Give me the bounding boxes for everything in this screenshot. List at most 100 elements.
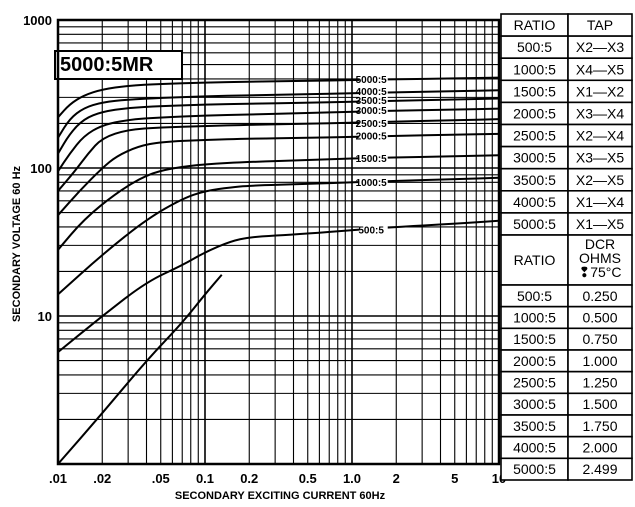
- curve-label-background: [359, 153, 388, 164]
- y-tick-label: 1000: [23, 13, 52, 28]
- dcr-ohms-cell-text: 0.250: [582, 288, 617, 304]
- dcr-ratio-cell-text: 500:5: [517, 288, 552, 304]
- x-axis-title: SECONDARY EXCITING CURRENT 60Hz: [175, 490, 386, 502]
- dcr-ohms-cell-text: 1.250: [582, 375, 617, 391]
- dcr-ratio-cell: 500:5: [500, 284, 569, 308]
- dcr-ohms-cell: 1.000: [567, 349, 633, 373]
- tap-tap-cell-text: X3—X5: [576, 150, 624, 166]
- curve-label: 4000:5: [356, 87, 388, 98]
- x-tick-label: .02: [93, 471, 111, 486]
- tap-ratio-cell-text: 2000:5: [513, 105, 556, 121]
- dcr-ohms-cell-text: 1.500: [582, 396, 617, 412]
- tap-ratio-cell: 5000:5: [500, 212, 569, 236]
- curve-label: 2500:5: [356, 119, 388, 130]
- y-tick-labels: 10 100 1000: [23, 13, 52, 324]
- tap-ratio-cell: 3500:5: [500, 167, 569, 192]
- chart-title: 5000:5MR: [60, 54, 154, 76]
- tap-tap-cell: X1—X2: [567, 79, 633, 104]
- curve-label: 1500:5: [356, 154, 388, 165]
- excitation-curves: [57, 76, 500, 465]
- dcr-ratio-cell: 3000:5: [500, 392, 569, 416]
- dcr-ohms-cell-border: [567, 457, 633, 481]
- tap-ratio-cell-text: 500:5: [517, 39, 552, 55]
- tap-tap-cell: X3—X4: [567, 101, 633, 126]
- curve-label: 3500:5: [356, 96, 388, 107]
- tap-ratio-cell-text: 4000:5: [513, 194, 556, 210]
- tap-tap-cell: X3—X5: [567, 145, 633, 170]
- x-tick-label: 0.1: [196, 471, 214, 486]
- dcr-header-ratio-border: [500, 234, 569, 286]
- tap-ratio-cell-text: 3000:5: [513, 150, 556, 166]
- tap-tap-cell: X4—X5: [567, 57, 633, 82]
- tap-ratio-cell: 1500:5: [500, 79, 569, 104]
- x-tick-label: .05: [152, 471, 170, 486]
- dcr-ohms-cell: 2.499: [567, 457, 633, 481]
- tap-tap-cell: X2—X5: [567, 167, 633, 192]
- tap-header-tap-text: TAP: [587, 17, 613, 33]
- curve-label-background: [359, 74, 388, 140]
- dcr-ohms-cell: 0.250: [567, 284, 633, 308]
- curve-500-5: [57, 219, 500, 353]
- tap-tap-cell-text: X2—X4: [576, 128, 624, 144]
- dcr-ratio-cell: 5000:5: [500, 457, 569, 481]
- tap-ratio-cell: 2000:5: [500, 101, 569, 126]
- tap-tap-cell-text: X1—X4: [576, 194, 624, 210]
- dcr-ohms-cell-text: 1.750: [582, 418, 617, 434]
- dcr-header-ratio-text: RATIO: [514, 252, 556, 268]
- tap-ratio-cell: 3000:5: [500, 145, 569, 170]
- dcr-ratio-cell-text: 1000:5: [513, 310, 556, 326]
- x-tick-label: 2: [393, 471, 400, 486]
- dcr-header-line: ❢75°C: [578, 264, 621, 280]
- dcr-ratio-cell-text: 1500:5: [513, 331, 556, 347]
- dcr-ohms-cell-text: 1.000: [582, 353, 617, 369]
- tap-header-tap: TAP: [567, 13, 633, 37]
- curve-label-background: [359, 177, 388, 188]
- dcr-ratio-cell: 2500:5: [500, 370, 569, 395]
- dcr-ohms-cell-text: 0.500: [582, 310, 617, 326]
- tap-tap-cell: X1—X4: [567, 190, 633, 214]
- curve-label: 5000:5: [356, 75, 388, 86]
- tap-ratio-cell-text: 3500:5: [513, 172, 556, 188]
- tap-ratio-cell: 4000:5: [500, 190, 569, 214]
- tap-tap-cell-text: X2—X3: [576, 39, 624, 55]
- curve-3500-5: [57, 97, 500, 155]
- tap-ratio-cell-text: 1500:5: [513, 83, 556, 99]
- x-tick-labels: .01.02.05 0.1 0.2 0.5 1.0 2 5 10: [49, 471, 506, 486]
- dcr-ratio-cell-text: 4000:5: [513, 440, 556, 456]
- tap-tap-cell: X2—X3: [567, 35, 633, 59]
- tap-tap-cell: X1—X5: [567, 212, 633, 236]
- plot-frame: [56, 18, 501, 466]
- curve-label: 500:5: [358, 226, 384, 237]
- dcr-ohms-cell: 0.750: [567, 327, 633, 351]
- dcr-ohms-cell: 2.000: [567, 435, 633, 460]
- x-tick-label: 0.5: [299, 471, 317, 486]
- tap-table: RATIO TAP 500:5 X2—X3 1000:5 X4—X5 1500:5 X1—X2…: [500, 13, 633, 236]
- dcr-header-ratio: RATIO: [500, 234, 569, 286]
- dcr-ohms-cell: 0.500: [567, 305, 633, 330]
- dcr-ratio-cell-text: 5000:5: [513, 461, 556, 477]
- tap-ratio-cell-text: 2500:5: [513, 128, 556, 144]
- dcr-header-line: DCR: [585, 236, 615, 252]
- dcr-ohms-cell-text: 2.000: [582, 440, 617, 456]
- curve-label: 1000:5: [356, 178, 388, 189]
- dcr-ratio-cell-text: 3000:5: [513, 396, 556, 412]
- curve-label: 2000:5: [356, 131, 388, 142]
- y-axis-title: SECONDARY VOLTAGE 60 Hz: [11, 165, 23, 322]
- tap-tap-cell-text: X1—X2: [576, 83, 624, 99]
- y-tick-label: 10: [38, 309, 52, 324]
- tap-ratio-cell: 2500:5: [500, 123, 569, 148]
- dcr-ohms-cell: 1.500: [567, 392, 633, 416]
- curve-label: 3000:5: [356, 106, 388, 117]
- title-badge-box: [54, 50, 183, 80]
- dcr-ratio-cell: 1000:5: [500, 305, 569, 330]
- dcr-ohms-cell-text: 2.499: [582, 461, 617, 477]
- dcr-ratio-cell-text: 2500:5: [513, 375, 556, 391]
- dcr-ratio-cell: 3500:5: [500, 414, 569, 438]
- x-tick-label: 0.2: [240, 471, 258, 486]
- dcr-ratio-cell-text: 3500:5: [513, 418, 556, 434]
- tap-tap-cell-text: X2—X5: [576, 172, 624, 188]
- tap-header-ratio: RATIO: [500, 13, 569, 37]
